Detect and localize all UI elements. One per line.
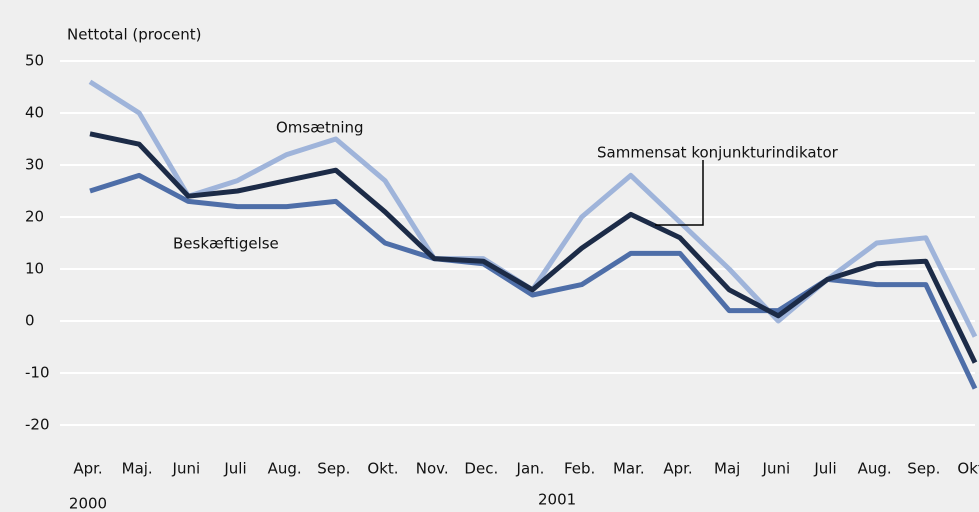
x-tick-label: Mar.	[613, 460, 645, 478]
x-tick-label: Dec.	[464, 460, 498, 478]
y-tick-label: -10	[25, 364, 50, 382]
x-tick-label: Aug.	[858, 460, 892, 478]
x-tick-label: Juli	[223, 460, 246, 478]
x-tick-label: Feb.	[564, 460, 595, 478]
x-tick-label: Apr.	[73, 460, 102, 478]
x-tick-label: Maj	[714, 460, 740, 478]
y-tick-label: 30	[25, 156, 44, 174]
y-tick-label: 20	[25, 208, 44, 226]
y-tick-label: 10	[25, 260, 44, 278]
y-tick-label: -20	[25, 416, 50, 434]
x-tick-label: Juni	[172, 460, 201, 478]
x-tick-label: Apr.	[663, 460, 692, 478]
x-tick-label: Jan.	[516, 460, 545, 478]
x-tick-label: Nov.	[416, 460, 449, 478]
x-tick-label: Juni	[762, 460, 791, 478]
line	[89, 131, 978, 364]
x-tick-label: Sep.	[317, 460, 350, 478]
y-tick-label: 0	[25, 312, 35, 330]
x-tick-label: Sep.	[907, 460, 940, 478]
x-tick-label: Aug.	[268, 460, 302, 478]
x-tick-label: Maj.	[122, 460, 153, 478]
y-tick-label: 50	[25, 52, 44, 70]
y-axis-label: Nettotal (procent)	[67, 26, 202, 44]
year-label: 2001	[538, 491, 576, 509]
leader-line	[655, 160, 704, 226]
x-tick-label: Okt.	[957, 460, 979, 478]
series-label: Omsætning	[276, 119, 364, 137]
series-label: Sammensat konjunkturindikator	[597, 144, 839, 162]
y-tick-label: 40	[25, 104, 44, 122]
x-tick-label: Okt.	[367, 460, 398, 478]
x-tick-label: Juli	[813, 460, 836, 478]
series-label: Beskæftigelse	[173, 235, 279, 253]
year-label: 2000	[69, 495, 107, 512]
